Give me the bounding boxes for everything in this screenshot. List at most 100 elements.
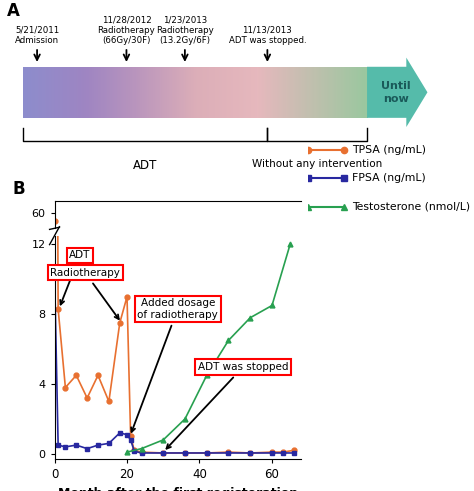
- Bar: [111, 67, 113, 118]
- Bar: [121, 67, 122, 118]
- Bar: [48, 67, 50, 118]
- Bar: [313, 67, 315, 118]
- Bar: [355, 67, 356, 118]
- Bar: [266, 67, 268, 118]
- Bar: [304, 67, 306, 118]
- Bar: [343, 67, 345, 118]
- Bar: [345, 67, 347, 118]
- Bar: [76, 67, 78, 118]
- Text: ADT was stopped: ADT was stopped: [166, 362, 288, 449]
- Bar: [51, 67, 53, 118]
- Bar: [173, 67, 175, 118]
- Bar: [227, 67, 229, 118]
- Bar: [114, 67, 116, 118]
- Bar: [305, 67, 307, 118]
- Bar: [319, 67, 320, 118]
- Bar: [162, 67, 164, 118]
- Bar: [326, 67, 328, 118]
- Bar: [188, 67, 190, 118]
- X-axis label: Month after the first registeration: Month after the first registeration: [58, 487, 298, 491]
- Bar: [328, 67, 330, 118]
- Bar: [90, 67, 91, 118]
- Bar: [89, 67, 90, 118]
- Bar: [324, 67, 325, 118]
- Bar: [192, 67, 193, 118]
- Bar: [64, 67, 65, 118]
- Bar: [288, 67, 290, 118]
- Bar: [294, 67, 295, 118]
- Bar: [249, 67, 251, 118]
- Bar: [248, 67, 249, 118]
- Bar: [47, 67, 49, 118]
- Bar: [220, 67, 222, 118]
- Bar: [263, 67, 264, 118]
- Bar: [250, 67, 252, 118]
- Bar: [83, 67, 84, 118]
- Bar: [193, 67, 194, 118]
- Bar: [45, 67, 47, 118]
- Bar: [187, 67, 189, 118]
- Bar: [190, 67, 191, 118]
- Bar: [60, 67, 62, 118]
- Bar: [85, 67, 87, 118]
- Bar: [259, 67, 261, 118]
- Bar: [155, 67, 157, 118]
- Bar: [93, 67, 95, 118]
- Bar: [292, 67, 294, 118]
- Bar: [210, 67, 212, 118]
- Bar: [337, 67, 339, 118]
- Bar: [366, 67, 367, 118]
- Bar: [258, 67, 260, 118]
- Bar: [281, 67, 283, 118]
- Text: FPSA (ng/mL): FPSA (ng/mL): [352, 173, 425, 184]
- Bar: [97, 67, 98, 118]
- Bar: [206, 67, 207, 118]
- Bar: [33, 67, 34, 118]
- Bar: [165, 67, 167, 118]
- Bar: [151, 67, 152, 118]
- Bar: [303, 67, 304, 118]
- Bar: [208, 67, 210, 118]
- Bar: [171, 67, 173, 118]
- Bar: [341, 67, 342, 118]
- Bar: [325, 67, 326, 118]
- Bar: [336, 67, 338, 118]
- Bar: [365, 67, 366, 118]
- Bar: [300, 67, 301, 118]
- Bar: [246, 67, 247, 118]
- Bar: [75, 67, 76, 118]
- Bar: [107, 67, 109, 118]
- Bar: [283, 67, 284, 118]
- Bar: [298, 67, 300, 118]
- Bar: [353, 67, 355, 118]
- Bar: [334, 67, 336, 118]
- Bar: [177, 67, 179, 118]
- Bar: [84, 67, 86, 118]
- Bar: [109, 67, 111, 118]
- Bar: [102, 67, 104, 118]
- Bar: [243, 67, 245, 118]
- Bar: [53, 67, 55, 118]
- Bar: [92, 67, 94, 118]
- Bar: [115, 67, 117, 118]
- Bar: [333, 67, 334, 118]
- Bar: [278, 67, 279, 118]
- Bar: [179, 67, 181, 118]
- Bar: [240, 67, 241, 118]
- Bar: [301, 67, 302, 118]
- Text: ADT: ADT: [133, 159, 157, 172]
- Bar: [103, 67, 105, 118]
- Bar: [146, 67, 147, 118]
- Bar: [280, 67, 282, 118]
- Bar: [91, 67, 92, 118]
- Bar: [35, 67, 36, 118]
- Bar: [124, 67, 126, 118]
- Bar: [321, 67, 323, 118]
- Bar: [178, 67, 180, 118]
- Bar: [139, 67, 141, 118]
- Bar: [110, 67, 112, 118]
- Bar: [147, 67, 149, 118]
- Bar: [359, 67, 361, 118]
- Bar: [161, 67, 163, 118]
- Bar: [59, 67, 61, 118]
